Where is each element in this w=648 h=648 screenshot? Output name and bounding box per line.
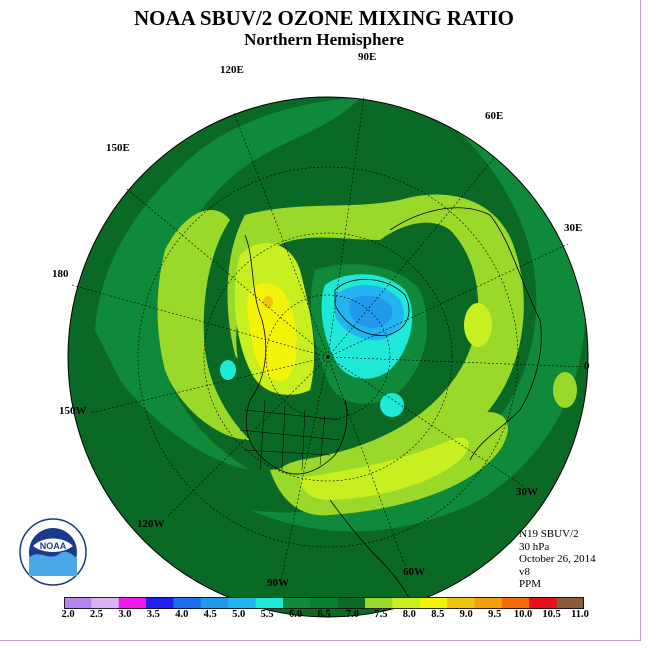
meridian-line — [71, 284, 329, 358]
colorbar-tick-label: 2.0 — [61, 609, 75, 620]
colorbar-tick-label: 10.0 — [513, 609, 533, 620]
colorbar-swatch — [118, 597, 147, 609]
colorbar-swatch — [146, 597, 174, 609]
colorbar-tick-label: 2.5 — [89, 609, 103, 620]
longitude-label-120e: 120E — [220, 64, 244, 76]
latitude-circle — [203, 232, 453, 482]
colorbar-swatch — [501, 597, 530, 609]
colorbar-tick-label: 3.5 — [146, 609, 160, 620]
latitude-circle — [137, 166, 519, 548]
contour-lime-cell-e — [553, 372, 577, 408]
colorbar-tick-label: 8.0 — [402, 609, 416, 620]
colorbar-tick-label: 4.0 — [175, 609, 189, 620]
colorbar-tick-label: 3.0 — [118, 609, 132, 620]
page-subtitle: Northern Hemisphere — [244, 30, 404, 49]
colorbar-tick-label: 10.5 — [542, 609, 561, 620]
longitude-label-60e: 60E — [485, 110, 504, 122]
colorbar-swatch — [529, 597, 558, 609]
longitude-label-180: 180 — [52, 268, 69, 280]
meridian-line — [327, 243, 569, 358]
colorbar-tick-label: 9.0 — [459, 609, 473, 620]
map-border-circle — [67, 96, 589, 618]
colorbar-tick-label: 7.0 — [345, 609, 359, 620]
coastline-eurasia — [389, 207, 542, 461]
meridian-line — [327, 356, 587, 368]
info-units: PPM — [519, 578, 542, 590]
colorbar-tick-label: 5.5 — [260, 609, 274, 620]
contour-yellow-band-south — [300, 437, 469, 500]
figure-frame — [0, 0, 641, 641]
colorbar-swatch — [255, 597, 284, 609]
meridian-line — [280, 356, 329, 581]
colorbar-swatch — [91, 597, 120, 609]
coastline-south-america — [329, 499, 411, 601]
colorbar-tick-label: 6.0 — [288, 609, 303, 620]
colorbar-tick-label: 9.5 — [488, 609, 502, 620]
contour-lime-ring — [227, 194, 524, 486]
meridian-line — [233, 112, 329, 358]
longitude-label-90e: 90E — [358, 51, 377, 63]
colorbar-swatch — [200, 597, 229, 609]
noaa-logo: NOAA — [19, 518, 87, 586]
product-info: N19 SBUV/2 30 hPa October 26, 2014 v8 PP… — [519, 528, 596, 591]
meridian-line — [327, 356, 526, 488]
contour-yellow-cell-e — [464, 303, 492, 347]
coastline-greenland — [334, 278, 410, 336]
colorbar-tick-label: 4.5 — [203, 609, 217, 620]
contour-lime-arc-west — [157, 210, 250, 440]
longitude-label-120w: 120W — [137, 518, 165, 530]
colorbar-swatch — [310, 597, 339, 609]
colorbar-swatch — [419, 597, 448, 609]
contour-green-band-nw — [95, 98, 360, 470]
graticule — [71, 96, 587, 581]
meridian-line — [89, 356, 329, 414]
contour-yellow-max — [247, 282, 297, 381]
longitude-label-150e: 150E — [106, 142, 130, 154]
coastline-north-america — [244, 234, 348, 475]
info-version: v8 — [519, 565, 530, 578]
contour-cyan-cell-w — [220, 360, 236, 380]
colorbar-swatch — [282, 597, 311, 609]
longitude-label-60w: 60W — [403, 566, 425, 578]
info-satellite: N19 SBUV/2 — [519, 528, 579, 540]
colorbar-tick-label: 6.5 — [317, 609, 331, 620]
page-title: NOAA SBUV/2 OZONE MIXING RATIO — [134, 6, 514, 30]
colorbar-swatch — [556, 597, 584, 609]
colorbar-border — [64, 597, 584, 609]
longitude-label-0: 0 — [584, 360, 590, 372]
colorbar-swatch — [337, 597, 366, 609]
colorbar-tick-label: 11.0 — [571, 609, 589, 620]
contour-orange-max — [263, 296, 273, 308]
longitude-label-90w: 90W — [267, 577, 289, 589]
info-level: 30 hPa — [519, 540, 550, 553]
colorbar-swatch — [228, 597, 257, 609]
meridian-line — [327, 156, 496, 358]
latitude-circle — [265, 294, 391, 420]
longitude-label-30e: 30E — [564, 222, 583, 234]
colorbar-tick-label: 7.5 — [374, 609, 388, 620]
us-state-lines — [239, 399, 341, 471]
colorbar-swatch — [474, 597, 503, 609]
noaa-logo-text: NOAA — [40, 541, 67, 551]
coastlines — [244, 207, 542, 601]
longitude-label-30w: 30W — [516, 486, 538, 498]
meridian-line — [327, 356, 406, 567]
colorbar-swatch — [447, 597, 476, 609]
colorbar-swatch — [64, 597, 92, 609]
longitude-label-150w: 150W — [59, 405, 87, 417]
colorbar-tick-label: 5.0 — [232, 609, 246, 620]
colorbar-swatch — [392, 597, 421, 609]
info-date: October 26, 2014 — [519, 553, 596, 565]
us-states — [239, 399, 341, 471]
contour-cyan-cell-s — [380, 393, 404, 417]
colorbar-swatch — [173, 597, 202, 609]
colorbar — [64, 597, 584, 609]
colorbar-swatch — [365, 597, 393, 609]
colorbar-tick-label: 8.5 — [431, 609, 445, 620]
